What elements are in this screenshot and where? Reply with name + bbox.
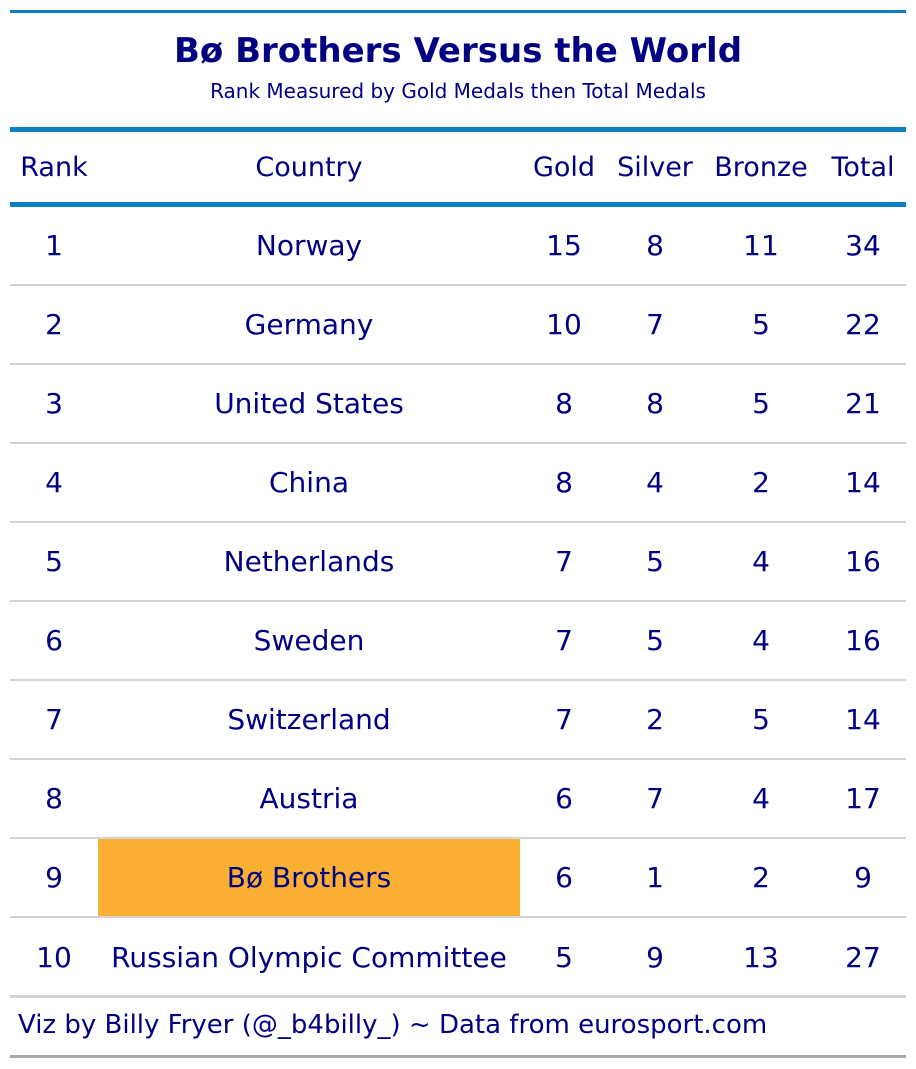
cell-rank: 10 xyxy=(36,941,72,974)
cell-bronze: 13 xyxy=(743,941,779,974)
table-row-highlighted: 9 Bø Brothers 6 1 2 9 xyxy=(10,839,906,918)
cell-total: 21 xyxy=(845,387,881,420)
cell-total: 14 xyxy=(845,703,881,736)
cell-country: Norway xyxy=(255,229,363,262)
cell-gold: 10 xyxy=(546,308,582,341)
cell-rank: 6 xyxy=(45,624,63,657)
table-row: 6 Sweden 7 5 4 16 xyxy=(10,602,906,681)
cell-silver: 4 xyxy=(646,466,664,499)
column-header-row: Rank Country Gold Silver Bronze Total xyxy=(10,132,906,202)
table-row: 10 Russian Olympic Committee 5 9 13 27 xyxy=(10,918,906,997)
cell-gold: 7 xyxy=(555,624,573,657)
cell-total: 14 xyxy=(845,466,881,499)
header-rule-bottom xyxy=(10,202,906,207)
cell-silver: 7 xyxy=(646,782,664,815)
cell-rank: 1 xyxy=(45,229,63,262)
cell-total: 27 xyxy=(845,941,881,974)
cell-country: Netherlands xyxy=(223,545,395,578)
cell-bronze: 4 xyxy=(752,782,770,815)
table-subtitle: Rank Measured by Gold Medals then Total … xyxy=(210,79,706,103)
cell-bronze: 2 xyxy=(752,466,770,499)
table-row: 2 Germany 10 7 5 22 xyxy=(10,286,906,365)
cell-bronze: 11 xyxy=(743,229,779,262)
cell-bronze: 5 xyxy=(752,387,770,420)
column-header-total: Total xyxy=(831,151,895,183)
table-body: 1 Norway 15 8 11 34 2 Germany 10 7 5 22 … xyxy=(10,207,906,997)
cell-bronze: 2 xyxy=(752,861,770,894)
table-row: 5 Netherlands 7 5 4 16 xyxy=(10,523,906,602)
cell-gold: 5 xyxy=(555,941,573,974)
cell-gold: 6 xyxy=(555,861,573,894)
cell-bronze: 5 xyxy=(752,308,770,341)
cell-total: 22 xyxy=(845,308,881,341)
cell-country: United States xyxy=(214,387,404,420)
table-row: 1 Norway 15 8 11 34 xyxy=(10,207,906,286)
cell-rank: 5 xyxy=(45,545,63,578)
cell-silver: 5 xyxy=(646,545,664,578)
cell-silver: 7 xyxy=(646,308,664,341)
table-row: 7 Switzerland 7 2 5 14 xyxy=(10,681,906,760)
column-header-bronze: Bronze xyxy=(714,151,808,183)
cell-country: China xyxy=(269,466,349,499)
cell-rank: 8 xyxy=(45,782,63,815)
bottom-rule xyxy=(10,995,906,998)
cell-silver: 1 xyxy=(646,861,664,894)
column-header-silver: Silver xyxy=(617,151,693,183)
cell-total: 17 xyxy=(845,782,881,815)
cell-country: Germany xyxy=(244,308,374,341)
end-rule xyxy=(10,1055,906,1058)
cell-rank: 7 xyxy=(45,703,63,736)
table-row: 8 Austria 6 7 4 17 xyxy=(10,760,906,839)
cell-rank: 3 xyxy=(45,387,63,420)
cell-country: Russian Olympic Committee xyxy=(111,941,507,974)
column-header-gold: Gold xyxy=(532,151,596,183)
cell-country: Sweden xyxy=(253,624,365,657)
cell-bronze: 4 xyxy=(752,545,770,578)
cell-bronze: 4 xyxy=(752,624,770,657)
cell-country-highlighted: Bø Brothers xyxy=(98,839,520,916)
cell-country: Austria xyxy=(259,782,359,815)
cell-silver: 8 xyxy=(646,387,664,420)
source-caption: Viz by Billy Fryer (@_b4billy_) ~ Data f… xyxy=(18,1010,768,1040)
cell-rank: 2 xyxy=(45,308,63,341)
column-header-rank: Rank xyxy=(20,151,88,183)
cell-total: 16 xyxy=(845,545,881,578)
cell-gold: 7 xyxy=(555,703,573,736)
cell-gold: 7 xyxy=(555,545,573,578)
cell-total: 9 xyxy=(854,861,872,894)
table-row: 3 United States 8 8 5 21 xyxy=(10,365,906,444)
cell-country: Switzerland xyxy=(227,703,391,736)
cell-total: 16 xyxy=(845,624,881,657)
header-rule-top xyxy=(10,127,906,132)
cell-gold: 8 xyxy=(555,387,573,420)
cell-rank: 4 xyxy=(45,466,63,499)
cell-gold: 6 xyxy=(555,782,573,815)
cell-rank: 9 xyxy=(45,861,63,894)
cell-gold: 8 xyxy=(555,466,573,499)
table-row: 4 China 8 4 2 14 xyxy=(10,444,906,523)
cell-gold: 15 xyxy=(546,229,582,262)
cell-silver: 8 xyxy=(646,229,664,262)
column-header-country: Country xyxy=(255,151,363,183)
cell-bronze: 5 xyxy=(752,703,770,736)
cell-silver: 2 xyxy=(646,703,664,736)
table-title: Bø Brothers Versus the World xyxy=(173,31,743,71)
cell-total: 34 xyxy=(845,229,881,262)
top-rule xyxy=(10,10,906,13)
cell-silver: 9 xyxy=(646,941,664,974)
medal-table: Bø Brothers Versus the World Rank Measur… xyxy=(10,10,906,1058)
cell-silver: 5 xyxy=(646,624,664,657)
